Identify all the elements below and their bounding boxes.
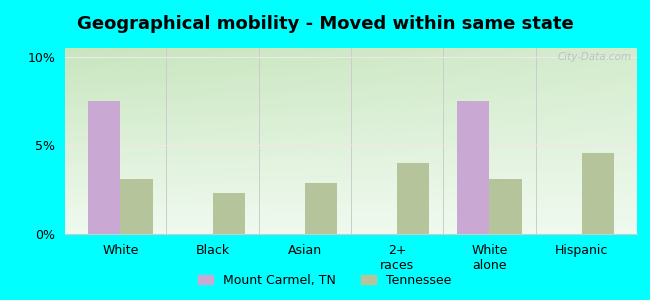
Text: Geographical mobility - Moved within same state: Geographical mobility - Moved within sam… (77, 15, 573, 33)
Bar (397, 163, 430, 234)
Bar (489, 179, 522, 234)
Bar (582, 152, 614, 234)
Bar (305, 183, 337, 234)
Text: City-Data.com: City-Data.com (557, 52, 631, 62)
Bar (88, 101, 120, 234)
Bar (457, 101, 489, 234)
Bar (213, 193, 245, 234)
Bar (120, 179, 153, 234)
Legend: Mount Carmel, TN, Tennessee: Mount Carmel, TN, Tennessee (194, 270, 456, 291)
